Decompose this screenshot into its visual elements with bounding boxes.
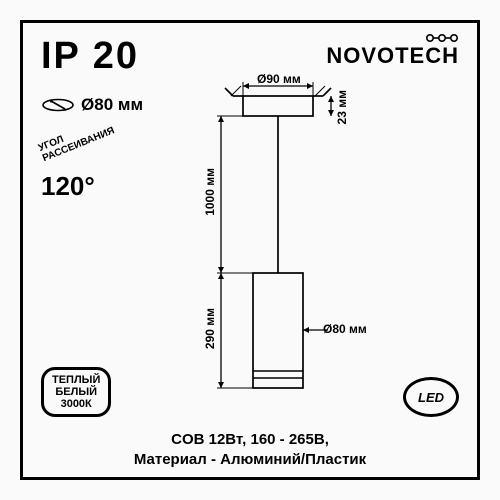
dim-body-diameter: Ø80 мм (323, 322, 367, 336)
dim-top-diameter: Ø90 мм (257, 72, 301, 86)
beam-angle-value: 120° (41, 171, 131, 202)
beam-angle-label: УГОЛРАССЕИВАНИЯ (37, 110, 129, 164)
spec-text: COB 12Вт, 160 - 265В, Материал - Алюмини… (23, 430, 477, 469)
cutout-dimension: Ø80 мм (41, 95, 143, 115)
logo-icon (425, 31, 459, 45)
dim-cable-length: 1000 мм (203, 168, 217, 216)
warm-line2: БЕЛЫЙ (52, 386, 100, 398)
dim-ceiling-height: 23 мм (335, 90, 349, 124)
color-temp-badge: ТЕПЛЫЙ БЕЛЫЙ 3000К (41, 367, 111, 417)
cutout-icon (41, 97, 75, 113)
dim-body-height: 290 мм (203, 308, 217, 349)
brand-logo: NOVOTECH (326, 43, 459, 69)
spec-line2: Материал - Алюминий/Пластик (23, 450, 477, 470)
warm-line3: 3000К (52, 398, 100, 410)
brand-name: NOVOTECH (326, 43, 459, 69)
cutout-value: Ø80 мм (81, 95, 143, 115)
spec-card: IP 20 NOVOTECH Ø80 мм УГОЛРАССЕИВАНИЯ 12… (20, 20, 480, 480)
ip-rating: IP 20 (41, 35, 139, 78)
fixture-diagram: Ø90 мм 23 мм 1000 мм 290 мм Ø80 мм (173, 78, 373, 408)
spec-line1: COB 12Вт, 160 - 265В, (23, 430, 477, 450)
warm-line1: ТЕПЛЫЙ (52, 374, 100, 386)
led-badge: LED (403, 377, 459, 417)
beam-angle: УГОЛРАССЕИВАНИЯ 120° (41, 143, 131, 202)
